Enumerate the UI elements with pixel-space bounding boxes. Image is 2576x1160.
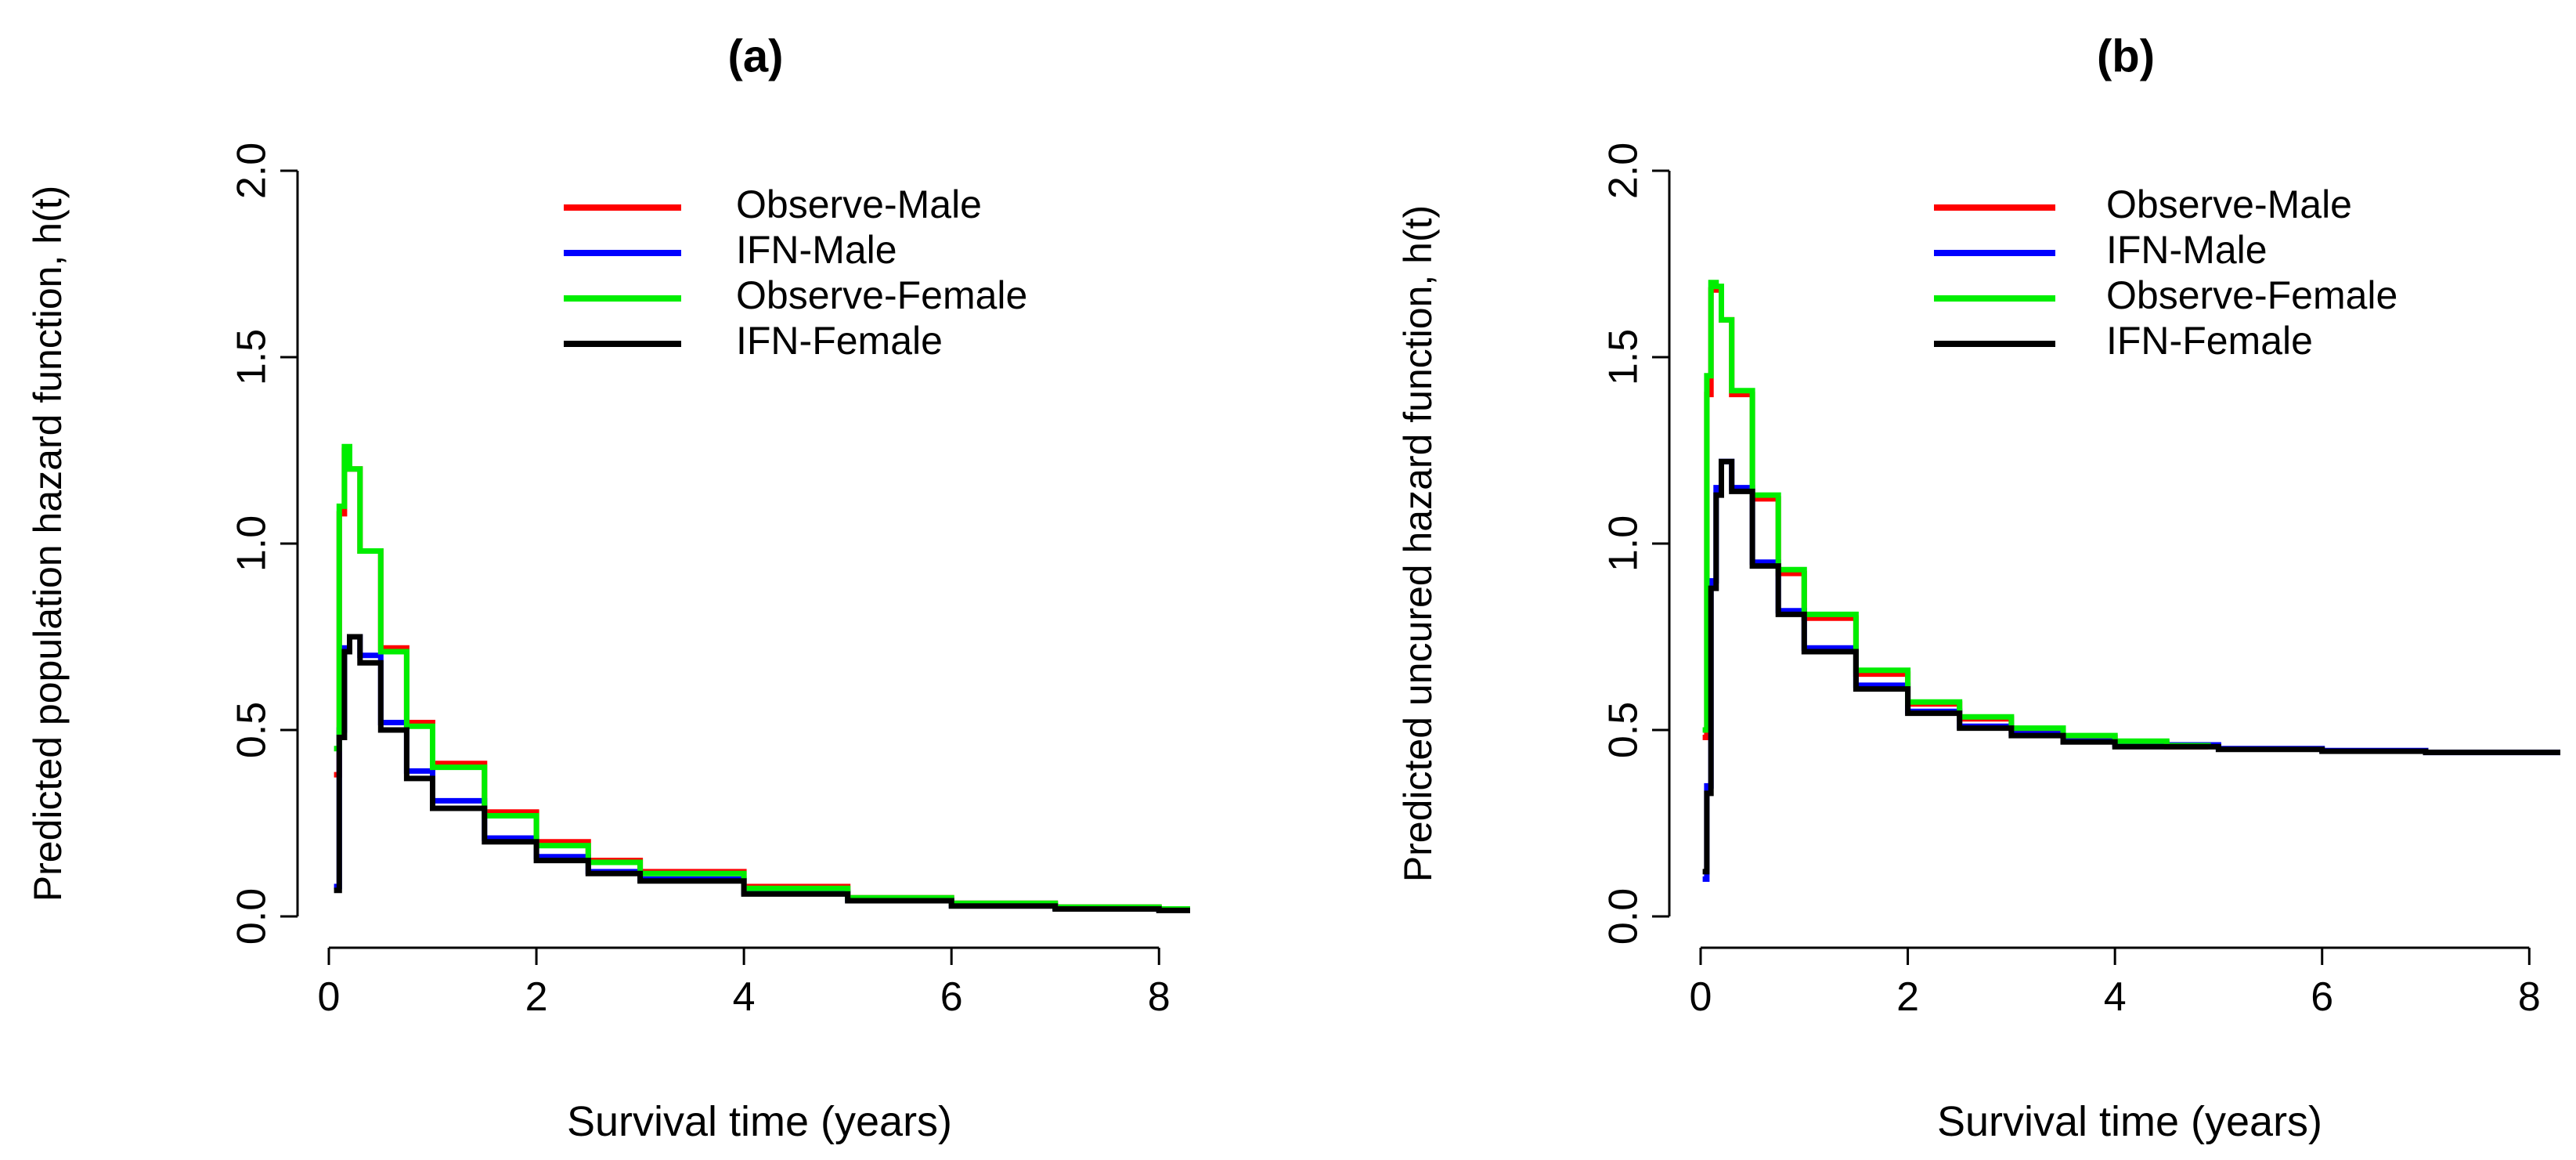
x-tick-label: 6 — [2311, 974, 2333, 1020]
legend: Observe-MaleIFN-MaleObserve-FemaleIFN-Fe… — [564, 182, 1027, 363]
chart-title: (a) — [728, 31, 784, 81]
legend-label: IFN-Male — [736, 228, 897, 272]
y-axis-title: Predicted population hazard function, h(… — [26, 186, 70, 902]
y-tick-label: 0.5 — [229, 702, 275, 758]
x-tick-label: 0 — [1690, 974, 1712, 1020]
x-tick-label: 6 — [940, 974, 963, 1020]
x-tick-label: 8 — [1148, 974, 1171, 1020]
chart-panel-b: (b) 0.0 0.5 1.0 1.5 2.0 0 2 4 6 8 Survival time (ye… — [1396, 31, 2560, 1145]
series-line-ifn-female — [1702, 458, 2560, 875]
x-tick-label: 4 — [2104, 974, 2127, 1020]
legend-label: Observe-Male — [2106, 182, 2352, 226]
y-tick-label: 2.0 — [1601, 143, 1647, 199]
y-tick-label: 1.0 — [229, 515, 275, 572]
chart-panel-a: (a) 0.0 0.5 1.0 1.5 2.0 0 2 4 6 8 Survival time (ye… — [26, 31, 1190, 1145]
x-axis-title: Survival time (years) — [1937, 1098, 2322, 1145]
legend-label: IFN-Female — [736, 319, 943, 363]
x-axis-title: Survival time (years) — [567, 1098, 952, 1145]
y-tick-label: 0.0 — [1601, 888, 1647, 945]
y-tick-label: 1.0 — [1601, 515, 1647, 572]
legend-label: Observe-Female — [2106, 273, 2397, 317]
y-tick-label: 0.0 — [229, 888, 275, 945]
y-tick-label: 0.5 — [1601, 702, 1647, 758]
y-axis-title: Predicted uncured hazard function, h(t) — [1396, 205, 1440, 882]
chart-title: (b) — [2097, 31, 2155, 81]
y-tick-label: 1.5 — [229, 329, 275, 385]
legend: Observe-MaleIFN-MaleObserve-FemaleIFN-Fe… — [1934, 182, 2397, 363]
x-tick-label: 0 — [318, 974, 341, 1020]
x-tick-label: 2 — [525, 974, 548, 1020]
y-tick-label: 1.5 — [1601, 329, 1647, 385]
legend-label: Observe-Male — [736, 182, 982, 226]
x-tick-label: 2 — [1896, 974, 1919, 1020]
legend-label: IFN-Male — [2106, 228, 2268, 272]
x-tick-label: 8 — [2518, 974, 2541, 1020]
x-tick-label: 4 — [733, 974, 756, 1020]
series-line-ifn-female — [334, 634, 1190, 913]
legend-label: Observe-Female — [736, 273, 1027, 317]
y-tick-label: 2.0 — [229, 143, 275, 199]
legend-label: IFN-Female — [2106, 319, 2313, 363]
